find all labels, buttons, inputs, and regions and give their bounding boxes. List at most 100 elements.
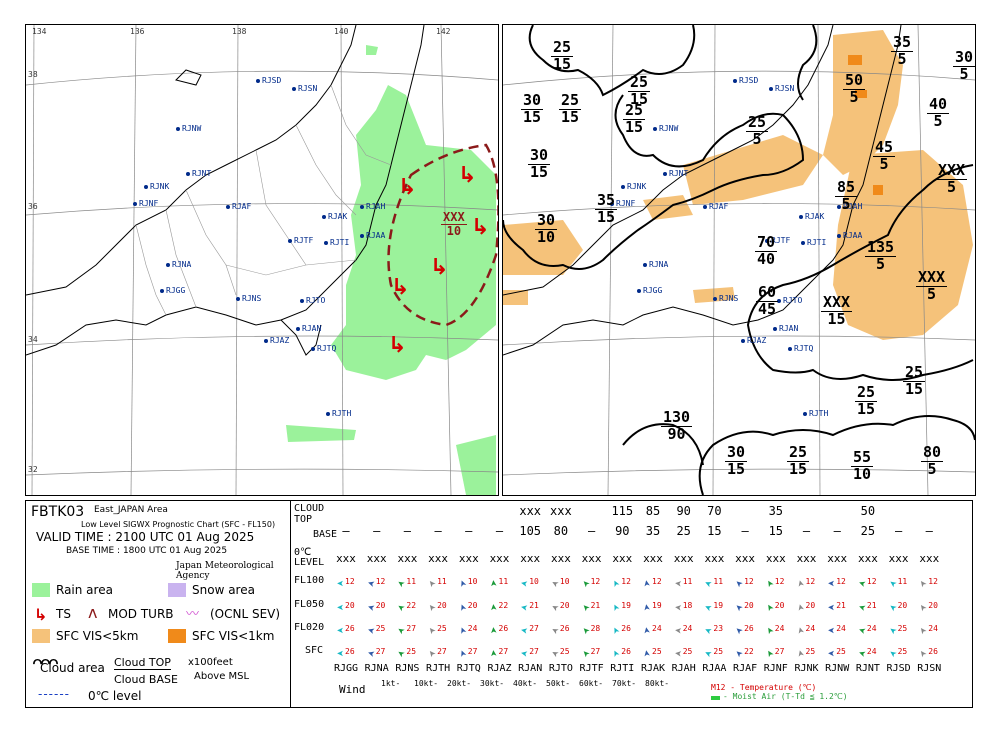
station-rjaf: RJAF xyxy=(226,203,251,211)
station-rjgg: RJGG xyxy=(160,287,185,295)
lon-tick: 138 xyxy=(232,27,247,36)
cloud-base-cell: – xyxy=(741,524,749,538)
cloud-top-base-label: XXX 5 xyxy=(936,161,968,196)
temperature-value: 11 xyxy=(498,577,509,586)
zero-level-cell: xxx xyxy=(827,552,848,565)
lat-tick: 36 xyxy=(28,202,38,211)
wind-label: Wind xyxy=(339,683,366,696)
temperature-value: 10 xyxy=(467,577,478,586)
cloud-base-value: 15 xyxy=(905,379,924,398)
cloud-top-base-label: 60 45 xyxy=(756,283,779,318)
cloud-base-cell: – xyxy=(434,524,442,538)
temperature-value: 12 xyxy=(345,577,355,586)
temperature-value: 20 xyxy=(345,601,355,610)
wind-scale-label: 50kt- xyxy=(546,679,571,688)
mod-turb-label: MOD TURB xyxy=(108,607,174,621)
wind-scale-label: 70kt- xyxy=(612,679,637,688)
temperature-value: 24 xyxy=(836,624,846,633)
station-rjan: RJAN xyxy=(773,325,798,333)
cloud-base-value: 15 xyxy=(530,162,549,181)
station-rjnf: RJNF xyxy=(133,200,158,208)
cloud-top-base-label: 30 10 xyxy=(535,212,558,246)
zero-level-cell: xxx xyxy=(857,552,878,565)
station-column-label: RJTF xyxy=(579,663,604,674)
cloud-top-value: XXX xyxy=(936,161,968,180)
temperature-value: 27 xyxy=(529,647,539,656)
cloud-top-base-label: 30 5 xyxy=(953,49,975,83)
cloud-base-cell: 80 xyxy=(553,524,569,538)
cloud-top-base-label: 25 15 xyxy=(787,444,810,478)
temperature-value: 27 xyxy=(590,647,601,656)
temperature-value: 11 xyxy=(713,577,724,586)
cloud-top-base-label: 135 5 xyxy=(865,239,897,273)
cloud-top-value: 30 xyxy=(521,91,544,110)
temperature-value: 21 xyxy=(529,601,539,610)
cloud-base-value: 45 xyxy=(758,299,777,318)
station-rjaa: RJAA xyxy=(837,232,862,240)
cloud-top-base-label: 50 5 xyxy=(843,71,866,106)
temperature-value: 22 xyxy=(406,601,417,610)
station-rjaz: RJAZ xyxy=(741,337,766,345)
ts-symbol: ↳ xyxy=(471,215,490,240)
temperature-value: 26 xyxy=(744,624,754,633)
cloud-top-base-label: 25 15 xyxy=(551,39,574,73)
lat-tick: 38 xyxy=(28,70,38,79)
vis1-swatch xyxy=(168,629,186,643)
temperature-value: 24 xyxy=(467,624,478,633)
zero-level-cell: xxx xyxy=(366,552,387,565)
temperature-value: 24 xyxy=(866,647,877,656)
cloud-base-value: 10 xyxy=(853,464,872,483)
temperature-value: 20 xyxy=(375,601,386,610)
temperature-value: 25 xyxy=(713,647,724,656)
wind-scale-label: 30kt- xyxy=(480,679,505,688)
cloud-top-value: 60 xyxy=(756,283,779,302)
temperature-value: 20 xyxy=(805,601,816,610)
cloud-top-cell: 115 xyxy=(611,504,634,518)
temperature-value: 26 xyxy=(345,647,355,656)
zero-level-cell: xxx xyxy=(336,552,356,565)
station-rjti: RJTI xyxy=(801,239,826,247)
temperature-value: 27 xyxy=(437,647,447,656)
temperature-value: 12 xyxy=(744,577,754,586)
zero-level-cell: xxx xyxy=(397,552,418,565)
temperature-value: 20 xyxy=(928,601,938,610)
cloud-top-value: 40 xyxy=(927,95,950,114)
legend-panel: FBTK03 East_JAPAN Area Low Level SIGWX P… xyxy=(25,500,291,708)
station-rjaf: RJAF xyxy=(703,203,728,211)
temperature-value: 25 xyxy=(437,624,447,633)
temperature-value: 26 xyxy=(928,647,938,656)
snow-swatch xyxy=(168,583,186,597)
station-column-label: RJAN xyxy=(518,663,543,674)
temperature-value: 20 xyxy=(774,601,785,610)
station-rjsn: RJSN xyxy=(769,85,794,93)
temperature-value: 11 xyxy=(897,577,908,586)
cloud-top-base-label: 25 5 xyxy=(746,114,769,148)
zero-level-label: 0℃ level xyxy=(88,689,142,703)
lon-tick: 142 xyxy=(436,27,451,36)
station-rjnt: RJNT xyxy=(663,170,688,178)
ts-cloud-label: XXX 10 xyxy=(441,211,467,237)
cloud-base-cell: – xyxy=(587,524,596,538)
station-rjti: RJTI xyxy=(324,239,349,247)
station-rjnt: RJNT xyxy=(186,170,211,178)
temperature-value: 11 xyxy=(437,577,447,586)
cloud-top-value: 25 xyxy=(855,383,878,402)
cloud-top-base-label: 25 15 xyxy=(855,383,878,418)
cloud-top-cell: xxx xyxy=(519,504,542,518)
cloud-base-value: 90 xyxy=(667,424,686,443)
temperature-value: 26 xyxy=(621,624,631,633)
station-rjaa: RJAA xyxy=(360,232,385,240)
temperature-value: 12 xyxy=(866,577,877,586)
zero-level-cell: xxx xyxy=(458,552,479,565)
station-column-label: RJAK xyxy=(640,663,666,674)
cloud-top-base-label: 25 15 xyxy=(628,74,651,108)
cloud-top-value: 50 xyxy=(843,71,866,90)
cloud-top-value: XXX xyxy=(821,293,853,312)
temperature-value: 27 xyxy=(375,647,386,656)
cloud-base-cell: 105 xyxy=(519,524,542,538)
station-column-label: RJNW xyxy=(825,663,850,674)
rain-swatch xyxy=(32,583,50,597)
cloud-base-cell: – xyxy=(495,524,504,538)
wind-scale-label: 40kt- xyxy=(513,679,538,688)
temperature-value: 27 xyxy=(529,624,539,633)
